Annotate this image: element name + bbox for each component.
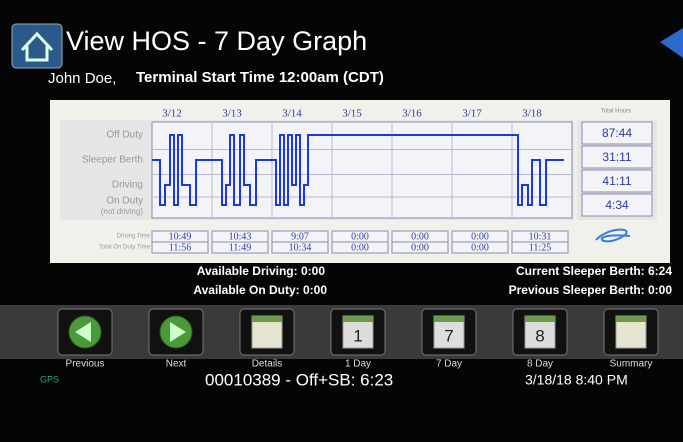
back-arrow[interactable] (660, 28, 683, 58)
table-row-label: Driving Time (117, 234, 151, 240)
date-label: 3/17 (462, 108, 482, 120)
table-value: 10:43 (229, 231, 252, 242)
total-box (581, 193, 653, 217)
total-box (581, 145, 653, 169)
home-button[interactable] (11, 23, 63, 69)
duty-status-line (152, 134, 564, 206)
table-value: 11:25 (529, 242, 551, 253)
home-icon (20, 31, 54, 62)
status-note: (not driving) (101, 207, 144, 216)
logo (595, 228, 631, 243)
date-time: 3/18/18 8:40 PM (525, 372, 628, 388)
total-value: 41:11 (602, 174, 631, 188)
total-box (581, 169, 653, 193)
date-label: 3/18 (522, 108, 542, 120)
button-label: Previous (66, 359, 105, 370)
table-cell (391, 241, 449, 254)
total-label: Total Hours (601, 109, 631, 115)
summary-previous-sleeper: Previous Sleeper Berth: 0:00 (509, 283, 673, 297)
table-value: 0:00 (411, 231, 429, 242)
button-label: Details (252, 359, 283, 370)
status-line: 00010389 - Off+SB: 6:23 (205, 370, 393, 389)
table-cell (511, 241, 569, 254)
graph-grid-area (151, 121, 573, 219)
icon-header (616, 316, 646, 322)
icon-number: 7 (444, 326, 453, 345)
button-label: 8 Day (527, 359, 553, 370)
table-cell (211, 241, 269, 254)
button-label: Summary (610, 359, 653, 370)
button-label: 7 Day (436, 359, 462, 370)
table-value: 0:00 (411, 242, 429, 253)
icon-number: 8 (535, 326, 544, 345)
status-label: Off Duty (107, 130, 144, 141)
table-cell (151, 241, 209, 254)
total-value: 87:44 (602, 126, 632, 140)
page-title: View HOS - 7 Day Graph (66, 26, 367, 56)
icon-header (343, 316, 373, 322)
gps-label: GPS (40, 374, 59, 384)
button-label: 1 Day (345, 359, 371, 370)
driver-name: John Doe, (48, 70, 116, 87)
date-label: 3/16 (402, 108, 422, 120)
summary-current-sleeper: Current Sleeper Berth: 6:24 (516, 264, 672, 278)
table-row-label: Total On Duty Time (99, 245, 151, 251)
table-value: 0:00 (471, 242, 489, 253)
table-value: 0:00 (351, 231, 369, 242)
total-value: 31:11 (602, 150, 631, 164)
table-value: 0:00 (351, 242, 369, 253)
terminal-start: Terminal Start Time 12:00am (CDT) (136, 69, 384, 86)
table-value: 10:31 (529, 231, 552, 242)
button-label: Next (166, 359, 187, 370)
summary-available-driving: Available Driving: 0:00 (197, 264, 326, 278)
total-box (581, 121, 653, 145)
status-label: Sleeper Berth (82, 155, 143, 166)
table-value: 11:49 (229, 242, 251, 253)
table-value: 10:49 (169, 231, 192, 242)
icon-number: 1 (353, 326, 362, 345)
icon-header (252, 316, 282, 322)
table-cell (271, 241, 329, 254)
status-label: Driving (112, 180, 143, 191)
status-label: On Duty (106, 196, 143, 207)
date-label: 3/14 (282, 108, 302, 120)
arrow-icon (75, 322, 91, 342)
date-label: 3/12 (162, 108, 182, 120)
total-value: 4:34 (605, 198, 629, 212)
icon-header (525, 316, 555, 322)
table-value: 11:56 (169, 242, 191, 253)
table-cell (451, 241, 509, 254)
table-value: 0:00 (471, 231, 489, 242)
summary-available-on-duty: Available On Duty: 0:00 (193, 283, 327, 297)
table-value: 10:34 (289, 242, 312, 253)
table-value: 9:07 (291, 231, 309, 242)
date-label: 3/13 (222, 108, 242, 120)
icon-header (434, 316, 464, 322)
arrow-icon (170, 322, 186, 342)
table-cell (331, 241, 389, 254)
date-label: 3/15 (342, 108, 362, 120)
